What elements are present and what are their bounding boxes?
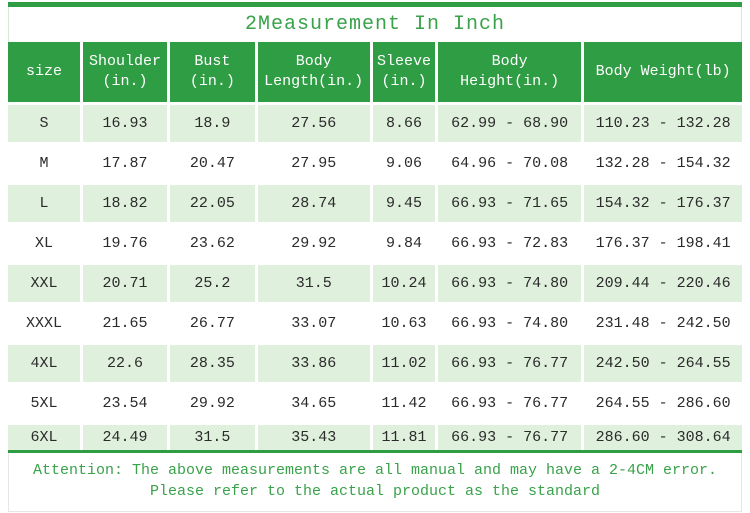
measurement-cell: 209.44 - 220.46 [582,262,742,304]
measurement-cell: 9.84 [371,222,439,264]
size-cell: L [8,182,83,224]
measurement-cell: 62.99 - 68.90 [436,102,585,144]
measurement-cell: 8.66 [371,102,439,144]
measurement-cell: 27.95 [256,142,373,184]
measurement-cell: 24.49 [81,422,171,450]
measurement-cell: 29.92 [256,222,373,264]
size-cell: 6XL [8,422,83,450]
measurement-cell: 66.93 - 72.83 [436,222,585,264]
measurement-cell: 34.65 [256,382,373,424]
measurement-cell: 110.23 - 132.28 [582,102,742,144]
measurement-cell: 16.93 [81,102,171,144]
measurement-cell: 11.81 [371,422,439,450]
size-chart-sheet: 2Measurement In Inch size Shoulder (in.) Bu… [8,2,742,512]
header-cell-sleeve: Sleeve (in.) [371,42,439,104]
header-cell-body-length: Body Length(in.) [256,42,373,104]
measurement-cell: 29.92 [168,382,258,424]
measurement-cell: 23.54 [81,382,171,424]
measurement-cell: 26.77 [168,302,258,344]
size-table-body: S 16.93 18.9 27.56 8.66 62.99 - 68.90 110.23 -… [8,102,742,450]
table-row-M: M 17.87 20.47 27.95 9.06 64.96 - 70.08 132.28 … [8,142,742,184]
size-cell: S [8,102,83,144]
measurement-cell: 19.76 [81,222,171,264]
measurement-cell: 20.71 [81,262,171,304]
measurement-cell: 33.07 [256,302,373,344]
measurement-cell: 176.37 - 198.41 [582,222,742,264]
measurement-cell: 31.5 [256,262,373,304]
measurement-cell: 18.82 [81,182,171,224]
header-cell-body-weight: Body Weight(lb) [582,42,742,104]
measurement-cell: 10.24 [371,262,439,304]
header-cell-body-height: Body Height(in.) [436,42,585,104]
table-row-XXXL: XXXL 21.65 26.77 33.07 10.63 66.93 - 74.80 231… [8,302,742,344]
measurement-cell: 64.96 - 70.08 [436,142,585,184]
measurement-cell: 66.93 - 76.77 [436,382,585,424]
measurement-cell: 28.35 [168,342,258,384]
measurement-cell: 11.42 [371,382,439,424]
size-cell: XXXL [8,302,83,344]
measurement-cell: 9.45 [371,182,439,224]
measurement-cell: 22.6 [81,342,171,384]
table-row-S: S 16.93 18.9 27.56 8.66 62.99 - 68.90 110.23 -… [8,102,742,144]
measurement-cell: 66.93 - 74.80 [436,262,585,304]
measurement-cell: 66.93 - 76.77 [436,422,585,450]
measurement-table: size Shoulder (in.) Bust (in.) Body Length(in.… [8,42,742,450]
measurement-cell: 25.2 [168,262,258,304]
header-cell-size: size [8,42,83,104]
measurement-cell: 11.02 [371,342,439,384]
measurement-cell: 18.9 [168,102,258,144]
measurement-cell: 23.62 [168,222,258,264]
size-cell: XL [8,222,83,264]
table-row-4XL: 4XL 22.6 28.35 33.86 11.02 66.93 - 76.77 242.5… [8,342,742,384]
attention-note: Attention: The above measurements are al… [8,452,742,512]
top-border-bar [8,2,742,7]
measurement-cell: 66.93 - 74.80 [436,302,585,344]
header-row: size Shoulder (in.) Bust (in.) Body Length(in.… [8,42,742,104]
table-row-L: L 18.82 22.05 28.74 9.45 66.93 - 71.65 154.32 … [8,182,742,224]
measurement-cell: 9.06 [371,142,439,184]
size-cell: XXL [8,262,83,304]
page-title: 2Measurement In Inch [244,13,506,36]
header-cell-shoulder: Shoulder (in.) [81,42,171,104]
measurement-cell: 31.5 [168,422,258,450]
measurement-cell: 66.93 - 76.77 [436,342,585,384]
size-cell: M [8,142,83,184]
measurement-cell: 154.32 - 176.37 [582,182,742,224]
attention-line-2: Please refer to the actual product as th… [149,482,601,500]
measurement-cell: 10.63 [371,302,439,344]
table-row-XXL: XXL 20.71 25.2 31.5 10.24 66.93 - 74.80 209.44… [8,262,742,304]
measurement-cell: 286.60 - 308.64 [582,422,742,450]
header-cell-bust: Bust (in.) [168,42,258,104]
measurement-cell: 28.74 [256,182,373,224]
bottom-border-bar [8,449,742,453]
measurement-cell: 66.93 - 71.65 [436,182,585,224]
table-header: size Shoulder (in.) Bust (in.) Body Length(in.… [8,42,742,104]
measurement-cell: 264.55 - 286.60 [582,382,742,424]
measurement-cell: 231.48 - 242.50 [582,302,742,344]
table-row-5XL: 5XL 23.54 29.92 34.65 11.42 66.93 - 76.77 264.… [8,382,742,424]
attention-line-1: Attention: The above measurements are al… [32,461,718,479]
measurement-cell: 132.28 - 154.32 [582,142,742,184]
measurement-cell: 20.47 [168,142,258,184]
measurement-cell: 17.87 [81,142,171,184]
title-row: 2Measurement In Inch [8,7,742,42]
table-row-6XL: 6XL 24.49 31.5 35.43 11.81 66.93 - 76.77 286.6… [8,422,742,450]
size-cell: 4XL [8,342,83,384]
size-cell: 5XL [8,382,83,424]
measurement-cell: 27.56 [256,102,373,144]
table-row-XL: XL 19.76 23.62 29.92 9.84 66.93 - 72.83 176.37… [8,222,742,264]
measurement-cell: 22.05 [168,182,258,224]
measurement-cell: 35.43 [256,422,373,450]
measurement-cell: 242.50 - 264.55 [582,342,742,384]
measurement-cell: 21.65 [81,302,171,344]
measurement-cell: 33.86 [256,342,373,384]
